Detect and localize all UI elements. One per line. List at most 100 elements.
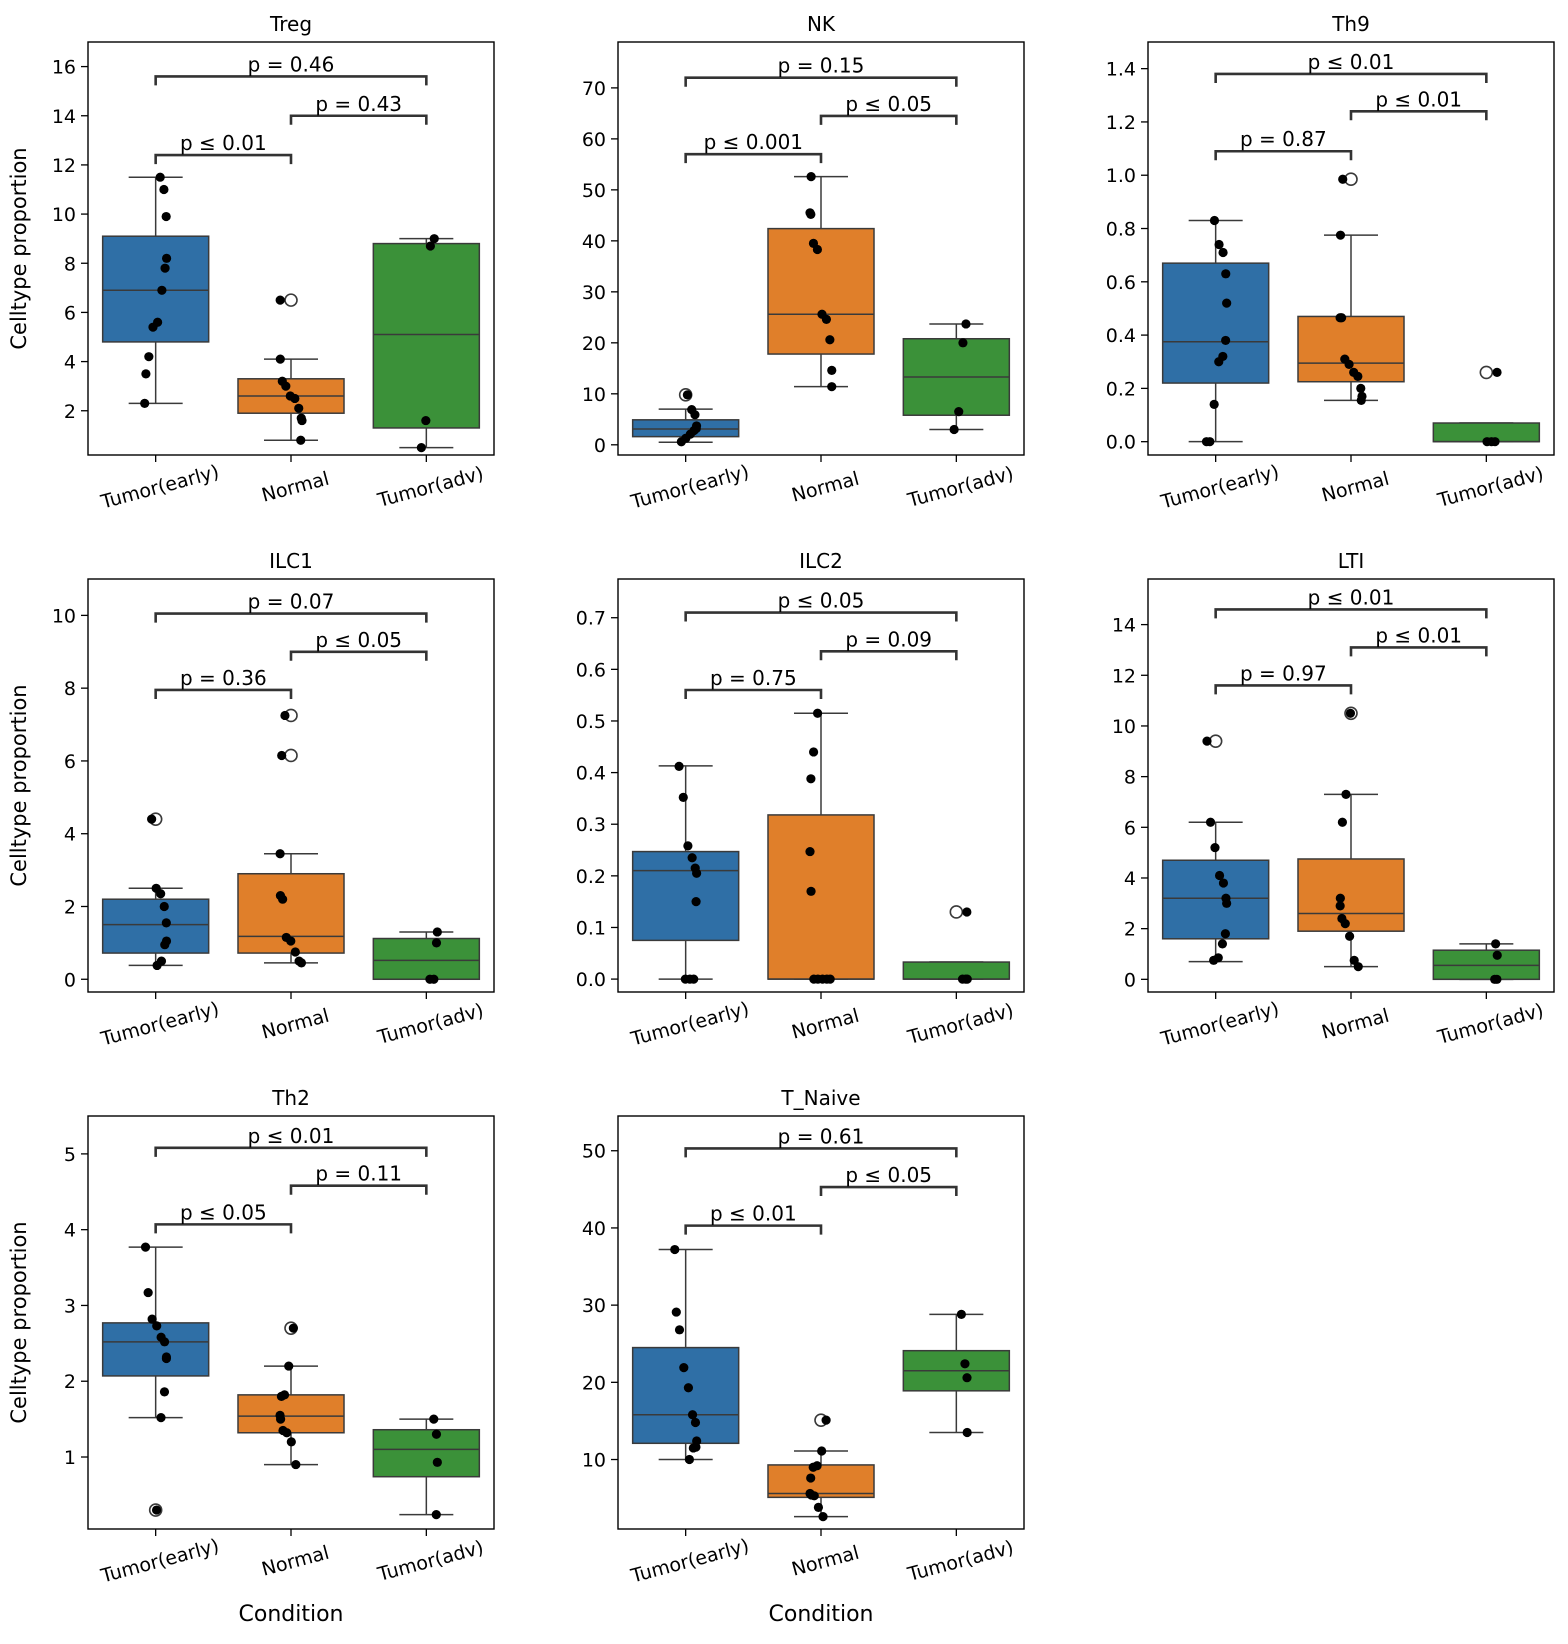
box-tumor-adv- (372, 242, 481, 429)
y-tick-label: 5 (64, 1144, 76, 1166)
data-point (297, 415, 307, 426)
p-value-label: p = 0.11 (315, 1162, 402, 1186)
y-tick-label: 2 (64, 1371, 76, 1393)
y-tick-label: 30 (582, 1295, 606, 1317)
box-tumor-adv- (372, 1428, 481, 1478)
significance-bracket (1349, 646, 1488, 657)
data-point (962, 1427, 972, 1438)
y-tick-label: 0 (1124, 969, 1136, 991)
y-tick-label: 0.6 (1106, 272, 1136, 294)
y-tick-label: 10 (582, 1450, 606, 1472)
significance-bracket (819, 114, 958, 125)
data-point (676, 437, 686, 447)
data-point (692, 868, 702, 878)
data-point (1202, 736, 1212, 746)
box-normal (767, 1464, 875, 1499)
data-point (957, 974, 968, 984)
y-axis-label: Celltype proportion (7, 684, 31, 886)
significance-bracket (289, 650, 428, 661)
x-axis-label: Condition (769, 1602, 874, 1627)
y-tick-label: 70 (582, 78, 606, 100)
y-tick-label: 0.4 (576, 763, 606, 785)
data-point (161, 1353, 172, 1364)
data-point (1490, 974, 1500, 984)
x-tick-label: Tumor(adv) (375, 463, 486, 513)
data-point (1344, 359, 1354, 370)
x-tick-label: Tumor(adv) (905, 1000, 1016, 1050)
data-point (1209, 215, 1220, 226)
data-point (956, 1309, 966, 1319)
data-point (1210, 842, 1220, 853)
box-normal (1297, 858, 1405, 932)
data-point (159, 1337, 170, 1347)
significance-bracket (819, 649, 958, 661)
p-value-label: p ≤ 0.001 (704, 130, 803, 154)
y-tick-label: 10 (1112, 716, 1136, 738)
data-point (1201, 437, 1212, 447)
y-tick-label: 0 (594, 435, 606, 457)
p-value-label: p = 0.61 (778, 1124, 865, 1148)
y-tick-label: 10 (52, 204, 76, 226)
data-point (281, 381, 291, 391)
y-tick-label: 60 (582, 129, 606, 151)
box-tumor-early- (1161, 859, 1270, 940)
p-value-label: p = 0.36 (180, 666, 267, 690)
x-tick-label: Normal (1319, 468, 1391, 507)
p-value-label: p ≤ 0.05 (845, 92, 932, 116)
significance-bracket (154, 1146, 428, 1157)
data-point (962, 1373, 972, 1383)
data-point (275, 354, 285, 364)
x-tick-label: Tumor(adv) (375, 1537, 486, 1587)
y-tick-label: 6 (64, 751, 76, 773)
x-tick-label: Tumor(early) (1158, 461, 1282, 514)
x-tick-label: Normal (259, 1005, 331, 1044)
data-point (161, 253, 172, 263)
significance-bracket (154, 688, 293, 699)
data-point (682, 390, 692, 400)
data-point (1218, 878, 1229, 888)
y-tick-label: 0.4 (1106, 325, 1136, 347)
data-point (159, 184, 169, 195)
significance-bracket (1214, 684, 1353, 695)
data-point (277, 750, 287, 761)
y-tick-label: 0.2 (576, 866, 606, 888)
data-point (821, 314, 832, 324)
outlier-marker (284, 293, 298, 307)
data-point (1335, 230, 1346, 240)
data-point (143, 1287, 153, 1298)
data-point (140, 1242, 151, 1252)
x-tick-label: Normal (259, 1542, 331, 1581)
significance-bracket (154, 75, 428, 86)
data-point (275, 1414, 286, 1424)
y-tick-label: 6 (64, 302, 76, 324)
subplot-title: Treg (269, 12, 312, 36)
data-point (680, 974, 690, 984)
y-tick-label: 0.5 (576, 711, 606, 733)
p-value-label: p = 0.46 (248, 52, 335, 76)
data-point (431, 938, 442, 948)
data-point (687, 1410, 698, 1420)
data-point (1356, 383, 1366, 393)
p-value-label: p ≤ 0.01 (1375, 623, 1462, 647)
data-point (1338, 174, 1348, 184)
data-point (806, 172, 816, 182)
y-tick-label: 0.7 (576, 608, 606, 630)
x-tick-label: Tumor(adv) (905, 463, 1016, 513)
x-tick-label: Tumor(adv) (1435, 1000, 1546, 1050)
significance-bracket (154, 612, 428, 623)
significance-bracket (154, 1223, 293, 1234)
y-tick-label: 0 (64, 969, 76, 991)
data-point (690, 410, 700, 420)
y-tick-label: 0.8 (1106, 219, 1136, 241)
data-point (140, 398, 150, 408)
subplot-title: LTI (1338, 549, 1365, 573)
data-point (1209, 955, 1219, 965)
significance-bracket (1214, 608, 1488, 619)
y-tick-label: 50 (582, 180, 606, 202)
x-tick-label: Tumor(early) (98, 998, 222, 1051)
data-point (961, 319, 971, 329)
data-point (276, 1391, 287, 1401)
data-point (160, 940, 170, 950)
y-tick-label: 1.2 (1106, 112, 1136, 134)
